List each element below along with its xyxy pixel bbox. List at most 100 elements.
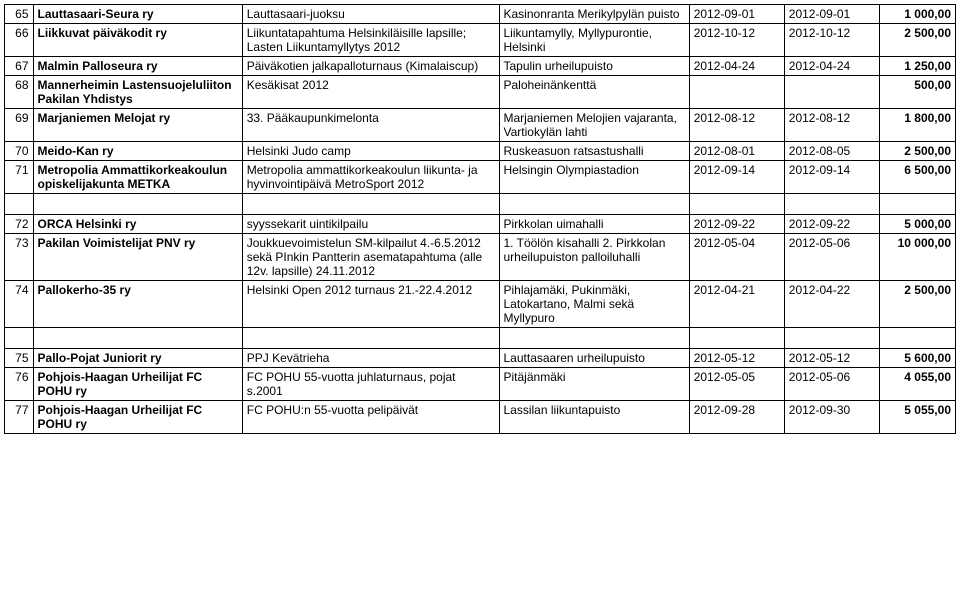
org-name: Pakilan Voimistelijat PNV ry <box>33 234 242 281</box>
org-name: ORCA Helsinki ry <box>33 215 242 234</box>
date-end: 2012-08-05 <box>784 142 879 161</box>
date-start: 2012-09-22 <box>689 215 784 234</box>
spacer-cell <box>689 328 784 349</box>
venue: Marjaniemen Melojien vajaranta, Vartioky… <box>499 109 689 142</box>
date-end: 2012-04-22 <box>784 281 879 328</box>
venue: Helsingin Olympiastadion <box>499 161 689 194</box>
date-start: 2012-04-21 <box>689 281 784 328</box>
date-end: 2012-10-12 <box>784 24 879 57</box>
event-desc: FC POHU 55-vuotta juhlaturnaus, pojat s.… <box>242 368 499 401</box>
date-start: 2012-10-12 <box>689 24 784 57</box>
table-row: 74Pallokerho-35 ryHelsinki Open 2012 tur… <box>5 281 956 328</box>
spacer-cell <box>689 194 784 215</box>
row-number: 73 <box>5 234 34 281</box>
row-number: 77 <box>5 401 34 434</box>
row-number: 76 <box>5 368 34 401</box>
venue: Kasinonranta Merikylpylän puisto <box>499 5 689 24</box>
event-desc: Lauttasaari-juoksu <box>242 5 499 24</box>
event-desc: FC POHU:n 55-vuotta pelipäivät <box>242 401 499 434</box>
date-end <box>784 76 879 109</box>
event-desc: Joukkuevoimistelun SM-kilpailut 4.-6.5.2… <box>242 234 499 281</box>
table-row: 76Pohjois-Haagan Urheilijat FC POHU ryFC… <box>5 368 956 401</box>
amount: 1 800,00 <box>879 109 955 142</box>
spacer-cell <box>879 328 955 349</box>
row-number: 66 <box>5 24 34 57</box>
row-number: 69 <box>5 109 34 142</box>
event-desc: Metropolia ammattikorkeakoulun liikunta-… <box>242 161 499 194</box>
venue: Pitäjänmäki <box>499 368 689 401</box>
org-name: Pohjois-Haagan Urheilijat FC POHU ry <box>33 401 242 434</box>
spacer-cell <box>499 328 689 349</box>
amount: 10 000,00 <box>879 234 955 281</box>
event-desc: PPJ Kevätrieha <box>242 349 499 368</box>
org-name: Lauttasaari-Seura ry <box>33 5 242 24</box>
table-row: 68Mannerheimin Lastensuojeluliiton Pakil… <box>5 76 956 109</box>
table-row: 72ORCA Helsinki rysyyssekarit uintikilpa… <box>5 215 956 234</box>
row-number: 65 <box>5 5 34 24</box>
venue: Lassilan liikuntapuisto <box>499 401 689 434</box>
venue: Paloheinänkenttä <box>499 76 689 109</box>
venue: Ruskeasuon ratsastushalli <box>499 142 689 161</box>
amount: 2 500,00 <box>879 142 955 161</box>
date-start: 2012-09-14 <box>689 161 784 194</box>
venue: 1. Töölön kisahalli 2. Pirkkolan urheilu… <box>499 234 689 281</box>
spacer-cell <box>33 194 242 215</box>
amount: 2 500,00 <box>879 24 955 57</box>
event-desc: Kesäkisat 2012 <box>242 76 499 109</box>
org-name: Pallo-Pojat Juniorit ry <box>33 349 242 368</box>
event-desc: syyssekarit uintikilpailu <box>242 215 499 234</box>
event-desc: Liikuntatapahtuma Helsinkiläisille lapsi… <box>242 24 499 57</box>
date-end: 2012-09-01 <box>784 5 879 24</box>
date-end: 2012-05-06 <box>784 368 879 401</box>
page: 65Lauttasaari-Seura ryLauttasaari-juoksu… <box>0 0 960 438</box>
event-desc: 33. Pääkaupunkimelonta <box>242 109 499 142</box>
amount: 5 000,00 <box>879 215 955 234</box>
date-end: 2012-05-06 <box>784 234 879 281</box>
spacer-cell <box>242 194 499 215</box>
date-end: 2012-08-12 <box>784 109 879 142</box>
grants-table-body: 65Lauttasaari-Seura ryLauttasaari-juoksu… <box>5 5 956 434</box>
spacer-cell <box>879 194 955 215</box>
spacer-cell <box>499 194 689 215</box>
amount: 6 500,00 <box>879 161 955 194</box>
org-name: Marjaniemen Melojat ry <box>33 109 242 142</box>
event-desc: Päiväkotien jalkapalloturnaus (Kimalaisc… <box>242 57 499 76</box>
date-start: 2012-04-24 <box>689 57 784 76</box>
org-name: Pohjois-Haagan Urheilijat FC POHU ry <box>33 368 242 401</box>
venue: Tapulin urheilupuisto <box>499 57 689 76</box>
event-desc: Helsinki Judo camp <box>242 142 499 161</box>
date-start: 2012-08-12 <box>689 109 784 142</box>
row-number: 75 <box>5 349 34 368</box>
venue: Liikuntamylly, Myllypurontie, Helsinki <box>499 24 689 57</box>
event-desc: Helsinki Open 2012 turnaus 21.-22.4.2012 <box>242 281 499 328</box>
amount: 1 250,00 <box>879 57 955 76</box>
org-name: Mannerheimin Lastensuojeluliiton Pakilan… <box>33 76 242 109</box>
amount: 5 600,00 <box>879 349 955 368</box>
table-row: 75Pallo-Pojat Juniorit ryPPJ KevätriehaL… <box>5 349 956 368</box>
org-name: Metropolia Ammattikorkeakoulun opiskelij… <box>33 161 242 194</box>
org-name: Malmin Palloseura ry <box>33 57 242 76</box>
spacer-cell <box>784 194 879 215</box>
row-number: 74 <box>5 281 34 328</box>
amount: 500,00 <box>879 76 955 109</box>
date-end: 2012-09-14 <box>784 161 879 194</box>
date-start: 2012-09-01 <box>689 5 784 24</box>
table-spacer-row <box>5 328 956 349</box>
spacer-cell <box>242 328 499 349</box>
table-row: 67Malmin Palloseura ryPäiväkotien jalkap… <box>5 57 956 76</box>
spacer-cell <box>784 328 879 349</box>
amount: 1 000,00 <box>879 5 955 24</box>
table-row: 77Pohjois-Haagan Urheilijat FC POHU ryFC… <box>5 401 956 434</box>
row-number: 67 <box>5 57 34 76</box>
table-row: 70Meido-Kan ryHelsinki Judo campRuskeasu… <box>5 142 956 161</box>
spacer-cell <box>33 328 242 349</box>
table-row: 71Metropolia Ammattikorkeakoulun opiskel… <box>5 161 956 194</box>
spacer-cell <box>5 328 34 349</box>
table-spacer-row <box>5 194 956 215</box>
amount: 2 500,00 <box>879 281 955 328</box>
date-start: 2012-09-28 <box>689 401 784 434</box>
table-row: 73Pakilan Voimistelijat PNV ryJoukkuevoi… <box>5 234 956 281</box>
date-start <box>689 76 784 109</box>
date-start: 2012-08-01 <box>689 142 784 161</box>
org-name: Meido-Kan ry <box>33 142 242 161</box>
